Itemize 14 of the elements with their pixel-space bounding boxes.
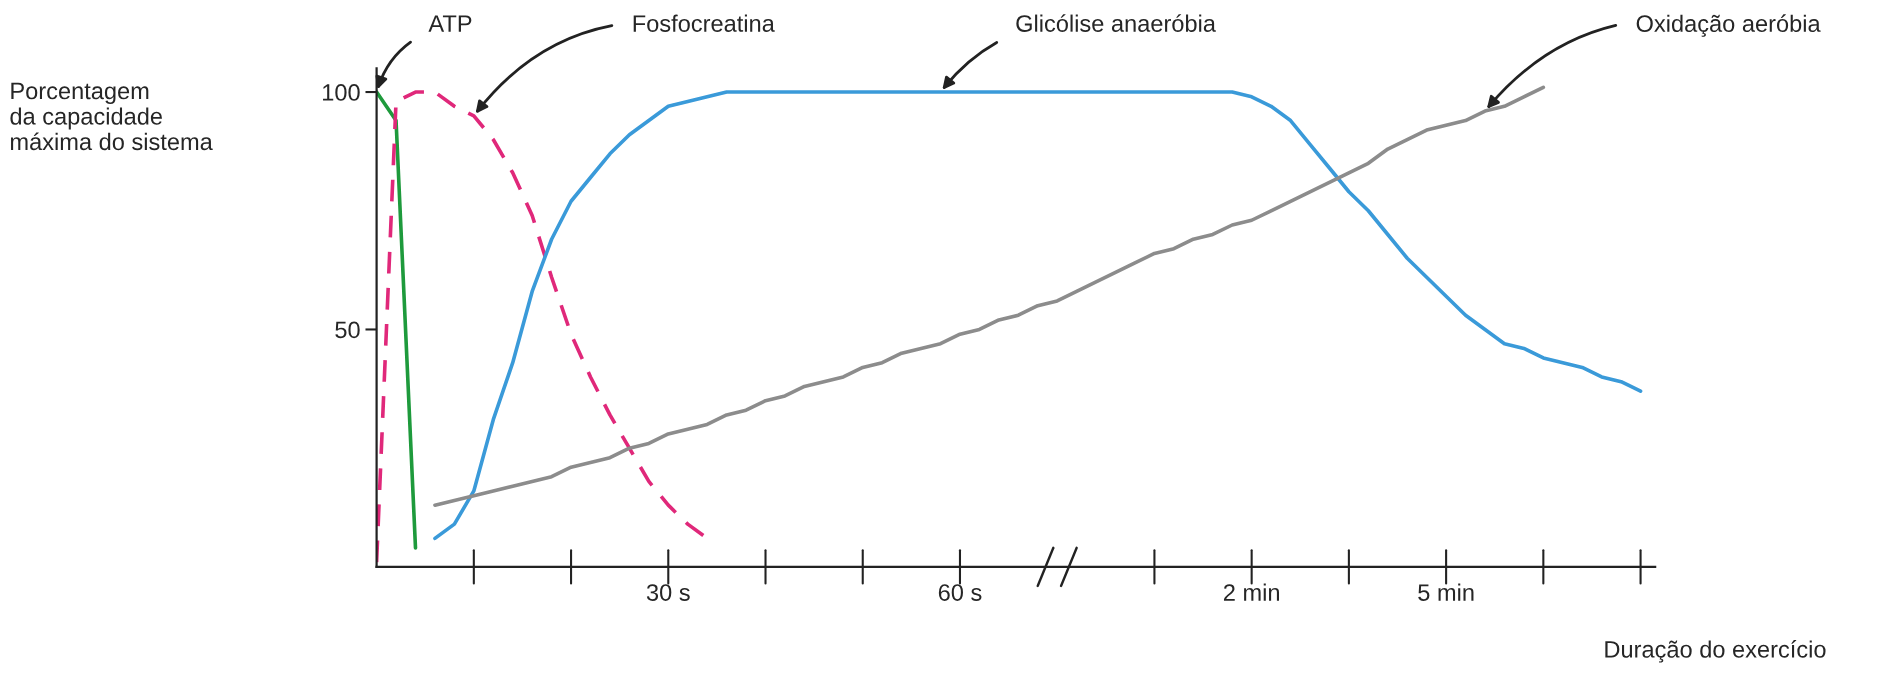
line-series <box>433 90 1643 541</box>
x-axis-title: Duração do exercício <box>1605 640 1826 663</box>
y-tick-label: 50 <box>335 321 360 339</box>
text: ATP <box>428 15 472 32</box>
text: Glicólise anaeróbia <box>1016 14 1216 32</box>
x-tick-label: 30 s <box>646 584 690 601</box>
text: Fosfocreatina <box>633 14 775 32</box>
x-tick-label: 60 s <box>938 584 982 601</box>
x-tick-label: 2 min <box>1223 583 1279 601</box>
y-axis-title: Porcentagem da capacidade máxima do sistema <box>10 82 213 151</box>
y-tick-label: 100 <box>323 84 360 101</box>
x-tick-label: 5 min <box>1418 583 1474 601</box>
text: Oxidação aeróbia <box>1636 14 1821 37</box>
line-series <box>433 85 1546 507</box>
